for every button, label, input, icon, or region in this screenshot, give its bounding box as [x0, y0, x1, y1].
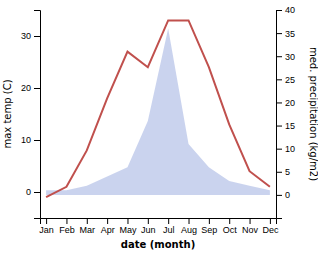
tick-mark: [276, 149, 282, 150]
tick-mark: [148, 218, 149, 224]
tick-label: 15: [285, 121, 295, 131]
tick: Nov: [242, 218, 259, 235]
tick-mark: [250, 218, 251, 224]
tick: 0: [276, 190, 290, 200]
temperature-line: [46, 20, 270, 197]
tick-mark: [276, 172, 282, 173]
chart: Jan Feb Mar Apr May Jun Jul Aug Sep Oct NovDec 0 10 2…: [0, 0, 318, 254]
tick-mark: [209, 218, 210, 224]
tick-mark: [127, 218, 128, 224]
tick-label: Jun: [141, 225, 156, 235]
tick-mark: [107, 218, 108, 224]
tick: Jul: [163, 218, 175, 235]
tick: 20: [21, 83, 40, 93]
axis-line: [34, 11, 41, 219]
tick-label: Dec: [262, 225, 279, 235]
tick: Feb: [59, 218, 75, 235]
tick-label: Nov: [242, 225, 259, 235]
tick: May: [119, 218, 137, 235]
tick: 15: [276, 121, 295, 131]
tick-mark: [87, 218, 88, 224]
tick-mark: [34, 140, 40, 141]
tick: 40: [276, 5, 295, 15]
tick: Dec: [262, 218, 279, 235]
tick-label: 25: [285, 75, 295, 85]
tick-label: 30: [285, 52, 295, 62]
tick-label: Aug: [181, 225, 197, 235]
precipitation-area: [46, 28, 270, 194]
tick: Jun: [141, 218, 156, 235]
tick-mark: [276, 10, 282, 11]
tick-label: Mar: [80, 225, 96, 235]
tick: Jan: [39, 218, 54, 235]
tick: 10: [276, 144, 295, 154]
tick-mark: [168, 218, 169, 224]
tick-label: 20: [21, 83, 31, 93]
x-axis-title: date (month): [121, 239, 195, 250]
tick-label: 0: [285, 190, 290, 200]
tick-label: Apr: [101, 225, 115, 235]
tick: Apr: [101, 218, 115, 235]
tick-mark: [276, 33, 282, 34]
tick: 30: [21, 31, 40, 41]
x-axis: Jan Feb Mar Apr May Jun Jul Aug Sep Oct NovDec: [39, 218, 279, 235]
tick: 0: [26, 187, 40, 197]
tick-label: 30: [21, 31, 31, 41]
tick-label: May: [119, 225, 137, 235]
tick-label: 35: [285, 28, 295, 38]
tick-label: 5: [285, 167, 290, 177]
tick: 35: [276, 28, 295, 38]
tick-label: Jan: [39, 225, 54, 235]
tick-label: Oct: [223, 225, 238, 235]
tick-mark: [276, 126, 282, 127]
tick: Mar: [80, 218, 96, 235]
tick-mark: [276, 79, 282, 80]
y-axis-title: max temp (C): [2, 79, 13, 148]
tick-label: 10: [21, 135, 31, 145]
tick-label: Feb: [59, 225, 75, 235]
tick-mark: [34, 192, 40, 193]
tick: Aug: [181, 218, 197, 235]
tick-mark: [229, 218, 230, 224]
tick-label: Jul: [163, 225, 175, 235]
tick-mark: [276, 56, 282, 57]
tick: 30: [276, 52, 295, 62]
tick-label: 20: [285, 98, 295, 108]
tick-mark: [270, 218, 271, 224]
tick: 25: [276, 75, 295, 85]
y2-axis: 0 5 10 15 20 25 30 35 40: [276, 5, 295, 218]
tick-mark: [276, 195, 282, 196]
tick-mark: [276, 102, 282, 103]
tick-mark: [34, 88, 40, 89]
tick-label: 10: [285, 144, 295, 154]
tick-mark: [34, 36, 40, 37]
tick: Sep: [201, 218, 217, 235]
tick-mark: [46, 218, 47, 224]
y2-axis-title: med. precipitation (kg/m2): [308, 47, 318, 181]
axis-line: [277, 11, 283, 219]
tick-label: Sep: [201, 225, 217, 235]
plot-area: [46, 20, 270, 197]
tick: 5: [276, 167, 290, 177]
tick-mark: [189, 218, 190, 224]
tick-label: 40: [285, 5, 295, 15]
tick-label: 0: [26, 187, 31, 197]
y-axis: 0 10 20 30: [21, 11, 41, 219]
tick: 20: [276, 98, 295, 108]
tick: 10: [21, 135, 40, 145]
tick-mark: [66, 218, 67, 224]
tick: Oct: [223, 218, 238, 235]
axis-line: [41, 219, 277, 225]
